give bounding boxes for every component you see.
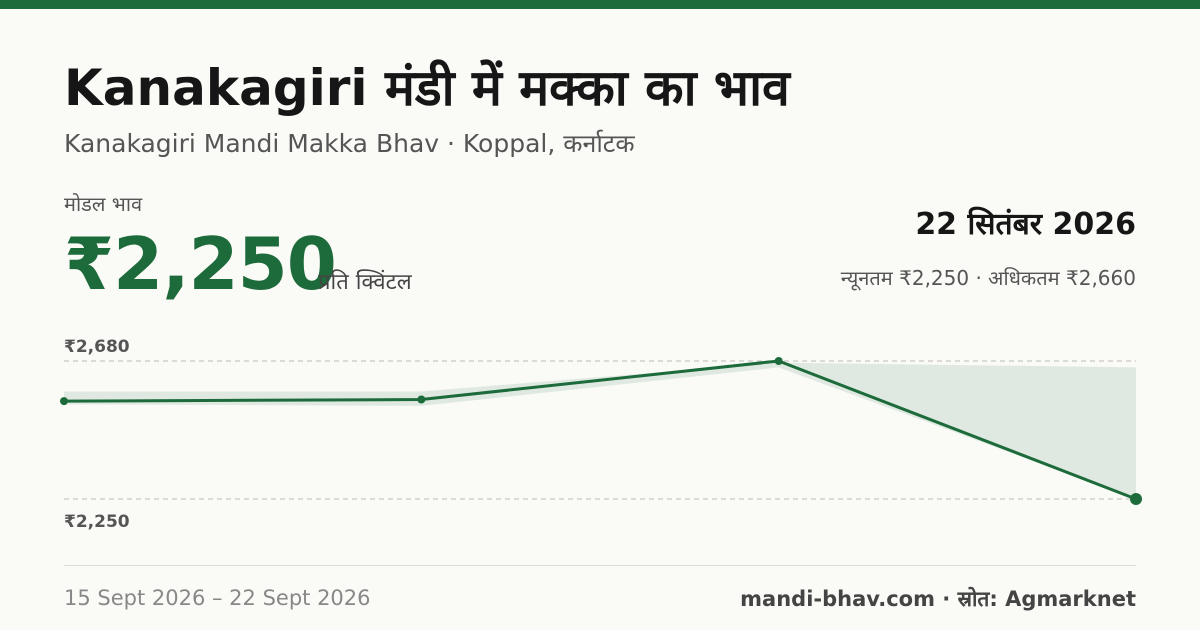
page-title: Kanakagiri मंडी में मक्का का भाव (64, 59, 790, 117)
source-credit: mandi-bhav.com · स्रोत: Agmarknet (740, 587, 1136, 611)
min-max-band (64, 362, 1136, 499)
price-date: 22 सितंबर 2026 (915, 207, 1136, 242)
data-point (1130, 493, 1142, 505)
price-unit: प्रति क्विंटल (318, 270, 412, 295)
footer-divider (64, 565, 1136, 566)
modal-price-label: मोडल भाव (64, 192, 143, 216)
y-tick-labels: ₹2,680 ₹2,250 (64, 337, 130, 530)
series-line (63, 359, 1137, 501)
price-range: न्यूनतम ₹2,250 · अधिकतम ₹2,660 (840, 266, 1136, 290)
series-points (60, 357, 1142, 505)
data-point (60, 397, 68, 406)
data-point (417, 395, 426, 404)
y-tick-label: ₹2,250 (64, 512, 130, 530)
top-accent-bar (0, 0, 1200, 9)
data-point (774, 357, 783, 365)
y-tick-label: ₹2,680 (64, 337, 130, 357)
date-period: 15 Sept 2026 – 22 Sept 2026 (64, 586, 371, 610)
chart-gridlines (64, 360, 1136, 500)
page-subtitle: Kanakagiri Mandi Makka Bhav · Koppal, कर… (64, 129, 635, 158)
modal-price-value: ₹2,250 (64, 222, 337, 306)
price-chart: ₹2,680 ₹2,250 (60, 337, 1142, 530)
